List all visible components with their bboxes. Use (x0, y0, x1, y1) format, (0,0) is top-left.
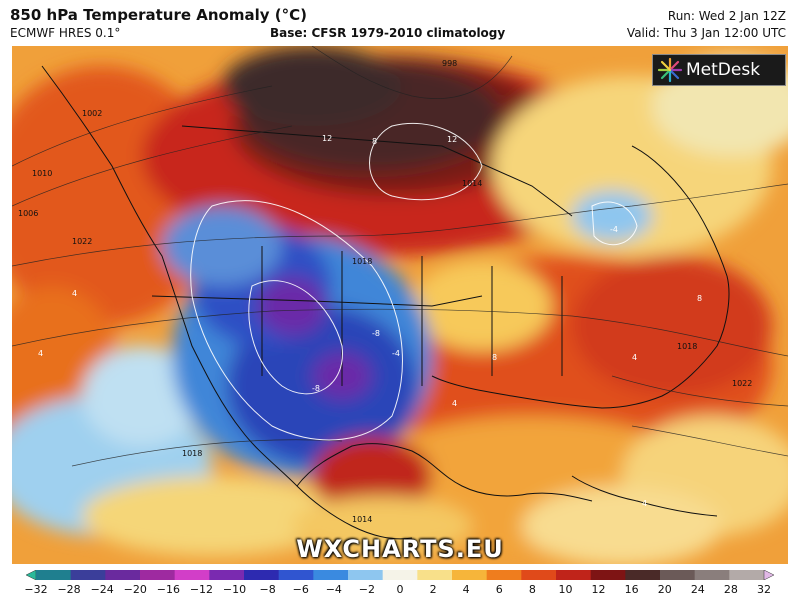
isobar-label: 1002 (82, 109, 102, 118)
colorbar (26, 570, 774, 580)
isobar-label: 1022 (72, 237, 92, 246)
anomaly-contours (190, 122, 638, 441)
colorbar-segment (590, 570, 626, 580)
colorbar-segment (660, 570, 696, 580)
metdesk-logo: MetDesk (652, 54, 786, 86)
anomaly-map: 998 1002 1010 1006 1014 1018 1022 1018 1… (12, 46, 788, 564)
colorbar-tick-label: 32 (757, 583, 771, 596)
colorbar-segment (278, 570, 314, 580)
chart-header: 850 hPa Temperature Anomaly (°C) ECMWF H… (0, 0, 800, 46)
climatology-base-label: Base: CFSR 1979-2010 climatology (270, 26, 506, 40)
metdesk-starburst-icon (657, 57, 683, 83)
run-time-label: Run: Wed 2 Jan 12Z (667, 9, 786, 23)
isobar-label: 1018 (352, 257, 372, 266)
colorbar-tick-label: 8 (528, 583, 536, 596)
isobar-label: 1022 (732, 379, 752, 388)
colorbar-segment (209, 570, 245, 580)
metdesk-logo-text: MetDesk (686, 60, 761, 80)
isobar-label: 998 (442, 59, 457, 68)
colorbar-tick-label: −12 (189, 583, 214, 596)
colorbar-tick-label: 4 (462, 583, 470, 596)
colorbar-segment (382, 570, 418, 580)
isobar-labels: 998 1002 1010 1006 1014 1018 1022 1018 1… (18, 59, 752, 524)
colorbar-segment (313, 570, 349, 580)
anomaly-label: 4 (642, 499, 647, 508)
colorbar-tick-label: 2 (429, 583, 437, 596)
colorbar-tick-label: 28 (723, 583, 738, 596)
anomaly-label: 4 (452, 399, 457, 408)
colorbar-segment (486, 570, 522, 580)
isobar-label: 1018 (677, 342, 697, 351)
colorbar-tick-label: −2 (358, 583, 376, 596)
colorbar-segment (140, 570, 176, 580)
anomaly-label: 8 (697, 294, 702, 303)
colorbar-segment (348, 570, 384, 580)
colorbar-high-extension (763, 570, 774, 580)
isobar-label: 1014 (352, 515, 372, 524)
colorbar-tick-label: 0 (396, 583, 404, 596)
colorbar-tick-label: 16 (624, 583, 639, 596)
colorbar-tick-label: 20 (657, 583, 672, 596)
colorbar-tick-label: −4 (325, 583, 342, 596)
colorbar-tick-label: −20 (123, 583, 147, 596)
colorbar-ticks: −32 −28 −24 −20 −16 −12 −10 −8 −6 −4 −2 0 2 4 6 8 10 12 16… (0, 583, 800, 603)
colorbar-tick-label: −16 (156, 583, 180, 596)
anomaly-label: -4 (610, 225, 618, 234)
anomaly-shading (12, 46, 788, 564)
wxcharts-watermark: WXCHARTS.EU (296, 535, 504, 563)
anomaly-label: -8 (312, 384, 320, 393)
colorbar-segment (521, 570, 557, 580)
colorbar-tick-label: −8 (259, 583, 276, 596)
colorbar-low-extension (26, 570, 37, 580)
isobar-label: 1006 (18, 209, 38, 218)
anomaly-label: -4 (392, 349, 400, 358)
anomaly-labels: 12 12 8 4 -4 -8 -8 8 4 -4 4 8 4 4 (38, 134, 702, 508)
colorbar-tick-label: 10 (558, 583, 573, 596)
map-canvas: 998 1002 1010 1006 1014 1018 1022 1018 1… (12, 46, 788, 564)
anomaly-label: 8 (492, 353, 497, 362)
colorbar-segment (36, 570, 72, 580)
anomaly-label: 4 (632, 353, 637, 362)
colorbar-segment (556, 570, 592, 580)
valid-time-label: Valid: Thu 3 Jan 12:00 UTC (626, 26, 786, 40)
colorbar-segment (70, 570, 106, 580)
anomaly-label: -8 (372, 329, 380, 338)
chart-title: 850 hPa Temperature Anomaly (°C) (10, 6, 307, 24)
anomaly-label: 12 (322, 134, 332, 143)
colorbar-tick-label: −10 (222, 583, 247, 596)
anomaly-label: 12 (447, 135, 457, 144)
colorbar-tick-label: −28 (57, 583, 81, 596)
colorbar-segment (105, 570, 141, 580)
isobar-label: 1010 (32, 169, 52, 178)
colorbar-tick-label: −6 (292, 583, 309, 596)
colorbar-segment (244, 570, 280, 580)
colorbar-segment (625, 570, 661, 580)
model-label: ECMWF HRES 0.1° (10, 26, 121, 40)
isobars (12, 46, 788, 467)
anomaly-label: 4 (38, 349, 43, 358)
anomaly-label: 8 (372, 137, 377, 146)
colorbar-segment (174, 570, 210, 580)
colorbar-tick-label: 6 (495, 583, 503, 596)
colorbar-tick-label: 12 (591, 583, 606, 596)
colorbar-tick-label: −24 (90, 583, 114, 596)
colorbar-segment (452, 570, 488, 580)
colorbar-tick-label: −32 (24, 583, 48, 596)
isobar-label: 1018 (182, 449, 202, 458)
colorbar-tick-label: 24 (690, 583, 705, 596)
colorbar-segment (694, 570, 730, 580)
colorbar-segment (417, 570, 453, 580)
anomaly-label: 4 (72, 289, 77, 298)
colorbar-segment (729, 570, 765, 580)
isobar-label: 1014 (462, 179, 482, 188)
